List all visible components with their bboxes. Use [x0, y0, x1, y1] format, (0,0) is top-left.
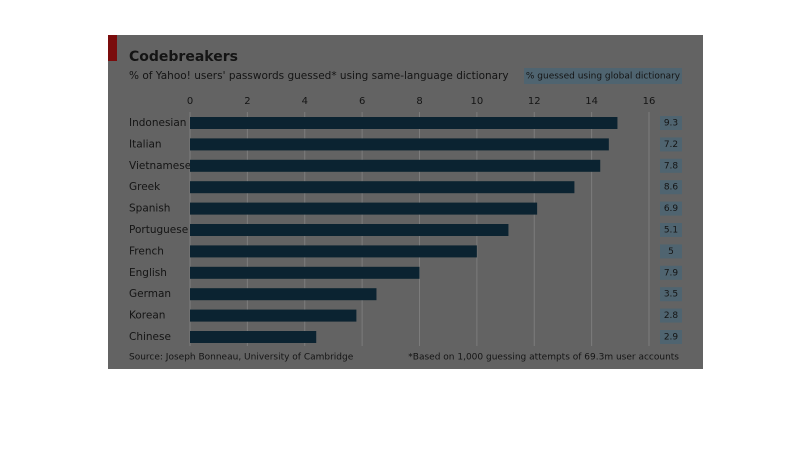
category-label: English	[129, 267, 167, 279]
global-value-box	[660, 330, 682, 344]
bar	[190, 266, 420, 279]
category-label: Indonesian	[129, 117, 186, 129]
global-value: 6.9	[664, 204, 679, 214]
category-label: Chinese	[129, 331, 171, 343]
global-value: 7.2	[664, 140, 678, 150]
global-header-box	[524, 68, 682, 84]
global-value: 2.9	[664, 333, 679, 343]
global-value-box	[660, 265, 682, 280]
bar	[190, 245, 477, 258]
category-label: Spanish	[129, 203, 170, 215]
source: Source: Joseph Bonneau, University of Ca…	[129, 353, 354, 363]
x-tick-label: 16	[643, 96, 656, 107]
red-tag	[108, 35, 117, 61]
category-label: German	[129, 288, 171, 300]
category-label: Vietnamese	[129, 160, 191, 172]
global-value-box	[660, 137, 682, 152]
global-value-box	[660, 244, 682, 259]
global-value: 5	[668, 247, 674, 257]
bar	[190, 159, 601, 172]
global-value: 7.8	[664, 161, 679, 171]
global-value-box	[660, 116, 682, 130]
bar	[190, 224, 509, 236]
global-value-box	[660, 158, 682, 173]
global-value-box	[660, 223, 682, 237]
x-tick-label: 0	[187, 96, 193, 107]
x-tick-label: 2	[244, 96, 250, 107]
bar	[190, 331, 317, 343]
category-label: French	[129, 245, 164, 257]
global-value-box	[660, 201, 682, 216]
bar	[190, 288, 377, 301]
global-value-box	[660, 180, 682, 195]
category-label: Greek	[129, 181, 161, 193]
x-tick-label: 14	[585, 96, 598, 107]
global-value-box	[660, 287, 682, 302]
footnote: *Based on 1,000 guessing attempts of 69.…	[408, 353, 679, 363]
global-value: 2.8	[664, 311, 679, 321]
category-label: Korean	[129, 310, 165, 322]
x-tick-label: 6	[359, 96, 365, 107]
chart-title: Codebreakers	[129, 49, 238, 65]
global-value-box	[660, 308, 682, 323]
x-tick-label: 10	[471, 96, 484, 107]
global-value: 7.9	[664, 268, 679, 278]
bar	[190, 138, 609, 151]
bar	[190, 181, 575, 194]
global-value: 3.5	[664, 290, 678, 300]
x-tick-label: 8	[416, 96, 422, 107]
global-value: 8.6	[664, 183, 679, 193]
global-value: 5.1	[664, 226, 678, 236]
bar	[190, 202, 538, 215]
x-tick-label: 12	[528, 96, 541, 107]
global-value: 9.3	[664, 119, 678, 129]
bar	[190, 117, 618, 129]
chart-subtitle: % of Yahoo! users' passwords guessed* us…	[129, 70, 509, 82]
x-tick-label: 4	[302, 96, 308, 107]
bar	[190, 309, 357, 322]
category-label: Portuguese	[129, 224, 188, 236]
global-header: % guessed using global dictionary	[526, 72, 681, 82]
category-label: Italian	[129, 138, 162, 150]
